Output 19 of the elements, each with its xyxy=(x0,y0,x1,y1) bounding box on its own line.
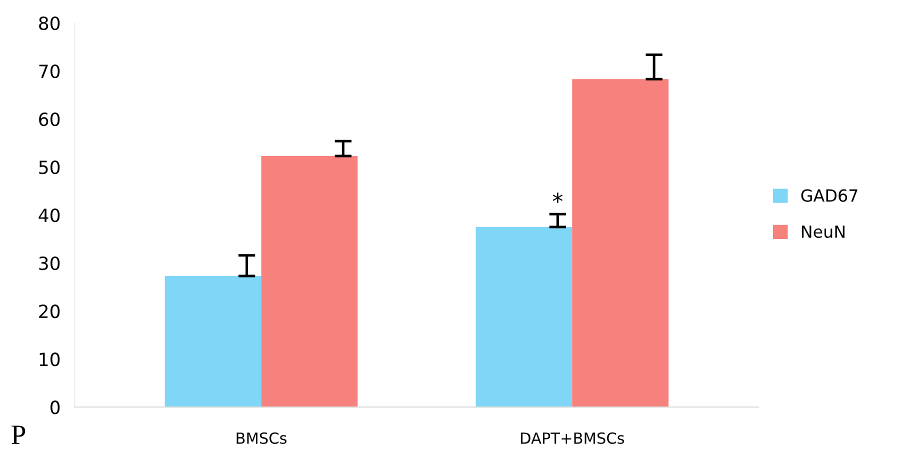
text: P xyxy=(12,426,26,444)
legend-label: NeuN xyxy=(802,226,844,238)
y-tick-label: 30 xyxy=(39,256,60,270)
y-tick-label: 10 xyxy=(40,352,60,366)
y-tick-label: 50 xyxy=(39,160,60,174)
legend-label: GAD67 xyxy=(801,189,858,202)
bar xyxy=(572,79,669,408)
annotation: * xyxy=(552,192,563,203)
y-tick-label: 0 xyxy=(50,400,60,414)
bar xyxy=(261,156,358,408)
x-tick-label: DAPT+BMSCs xyxy=(521,432,624,444)
y-tick-label: 80 xyxy=(39,16,60,30)
y-tick-label: 60 xyxy=(39,112,60,126)
y-tick-label: 40 xyxy=(38,208,60,222)
y-tick-label: 20 xyxy=(39,304,60,318)
bar xyxy=(476,227,572,408)
bar xyxy=(164,276,262,408)
y-tick-label: 70 xyxy=(39,64,60,78)
x-tick-label: BMSCs xyxy=(236,432,286,444)
